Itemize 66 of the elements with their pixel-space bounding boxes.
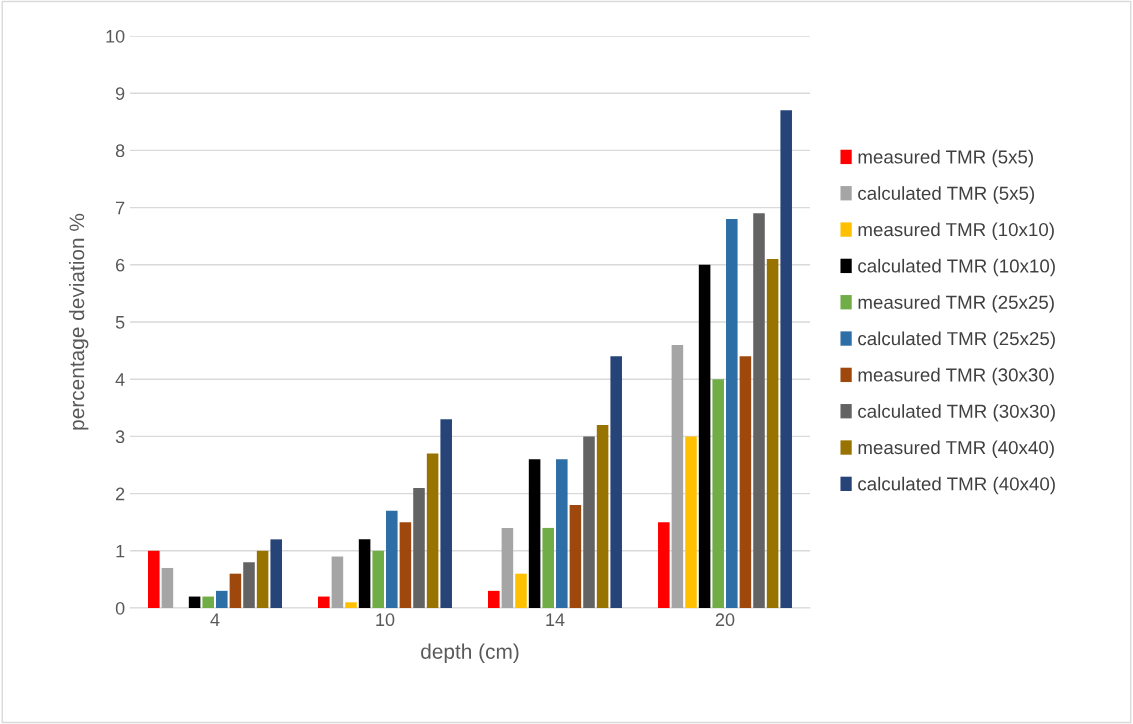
bar	[372, 550, 384, 608]
bar	[345, 602, 357, 608]
bar	[331, 556, 344, 608]
y-tick-label: 5	[115, 316, 125, 329]
bar	[780, 110, 792, 608]
legend-label: measured TMR (40x40)	[858, 440, 1054, 458]
bar	[569, 505, 582, 608]
bar	[243, 562, 255, 608]
legend-label: measured TMR (30x30)	[858, 367, 1054, 386]
legend-label: calculated TMR (25x25)	[858, 331, 1055, 349]
y-tick-label: 10	[106, 29, 125, 43]
legend-label: measured TMR (5x5)	[858, 149, 1033, 168]
bar	[726, 219, 738, 608]
y-axis-title: percentage deviation %	[68, 213, 89, 430]
bar	[386, 510, 398, 608]
y-tick-label: 4	[115, 373, 125, 386]
bar	[739, 356, 752, 608]
legend-label: calculated TMR (10x10)	[858, 258, 1055, 277]
legend-label: calculated TMR (5x5)	[858, 186, 1035, 204]
bar	[413, 487, 425, 608]
y-tick-label: 9	[115, 87, 125, 100]
legend-label: calculated TMR (40x40)	[858, 476, 1055, 495]
legend-label: calculated TMR (30x30)	[858, 404, 1055, 422]
y-tick-label: 6	[116, 258, 125, 272]
y-tick-label: 1	[116, 544, 125, 558]
x-tick-label: 4	[210, 613, 220, 626]
bar	[583, 436, 595, 608]
bar	[440, 419, 452, 608]
bar	[148, 550, 160, 608]
bar	[658, 522, 670, 608]
bar	[229, 573, 242, 608]
bar	[318, 596, 330, 608]
legend-label: measured TMR (10x10)	[858, 222, 1054, 240]
bar	[358, 539, 371, 608]
bar	[712, 379, 724, 608]
y-tick-label: 8	[115, 144, 125, 158]
bar	[671, 344, 684, 608]
bar	[202, 596, 214, 608]
bar	[596, 424, 609, 608]
bar	[556, 459, 568, 608]
y-tick-label: 3	[115, 430, 125, 444]
bar	[256, 550, 269, 608]
bar	[161, 567, 174, 608]
x-tick-label: 10	[376, 613, 395, 627]
y-tick-label: 7	[116, 201, 125, 215]
legend-label: measured TMR (25x25)	[858, 295, 1054, 313]
x-tick-label: 14	[546, 613, 565, 626]
bar	[766, 259, 779, 608]
bar	[399, 522, 412, 608]
x-tick-label: 20	[715, 613, 735, 627]
bar	[515, 573, 527, 608]
bar	[188, 596, 201, 608]
bar	[753, 213, 765, 608]
bar	[610, 356, 622, 608]
bar	[528, 459, 541, 608]
bar	[685, 436, 697, 608]
y-tick-label: 0	[115, 601, 125, 615]
bar	[488, 590, 500, 608]
bar	[270, 539, 282, 608]
bar	[698, 264, 711, 608]
bar	[542, 527, 554, 608]
bar	[426, 453, 439, 608]
x-axis-title: depth (cm)	[421, 643, 519, 663]
bar	[216, 590, 228, 608]
y-tick-label: 2	[116, 487, 125, 501]
bar	[501, 527, 514, 608]
